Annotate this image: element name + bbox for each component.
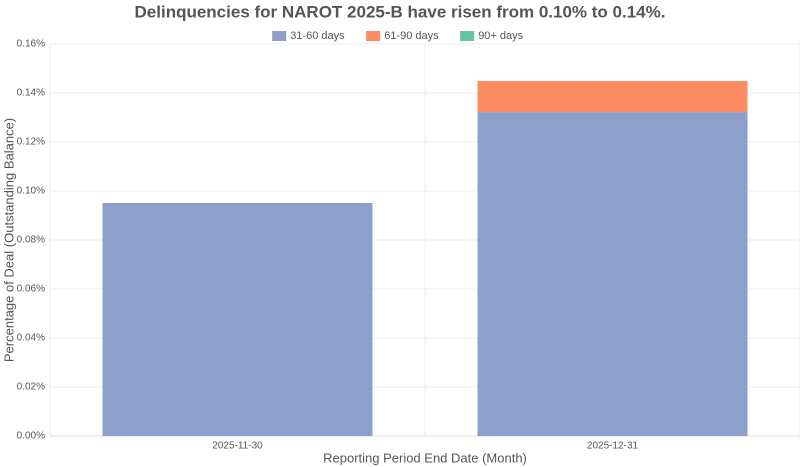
legend-swatch bbox=[272, 31, 287, 41]
legend-label: 61-90 days bbox=[384, 30, 439, 42]
bar-segment bbox=[477, 112, 748, 437]
y-tick-label: 0.10% bbox=[17, 186, 45, 197]
bar-segment bbox=[102, 203, 373, 436]
bar-segment bbox=[477, 80, 748, 113]
y-tick-label: 0.06% bbox=[17, 284, 45, 295]
chart-title: Delinquencies for NAROT 2025-B have rise… bbox=[135, 2, 666, 21]
y-tick-label: 0.12% bbox=[17, 137, 45, 148]
x-tick-label: 2025-11-30 bbox=[212, 441, 263, 452]
y-tick-label: 0.02% bbox=[17, 382, 45, 393]
y-tick-label: 0.04% bbox=[17, 333, 45, 344]
y-tick-label: 0.08% bbox=[17, 235, 45, 246]
y-axis-title: Percentage of Deal (Outstanding Balance) bbox=[1, 118, 16, 362]
y-tick-label: 0.00% bbox=[17, 431, 45, 442]
legend-swatch bbox=[460, 31, 475, 41]
x-tick-label: 2025-12-31 bbox=[587, 441, 639, 452]
legend-swatch bbox=[366, 31, 381, 41]
y-tick-label: 0.14% bbox=[17, 88, 45, 99]
legend-label: 90+ days bbox=[478, 30, 523, 42]
legend-label: 31-60 days bbox=[290, 30, 345, 42]
y-tick-label: 0.16% bbox=[17, 39, 45, 50]
x-axis-title: Reporting Period End Date (Month) bbox=[323, 450, 527, 465]
